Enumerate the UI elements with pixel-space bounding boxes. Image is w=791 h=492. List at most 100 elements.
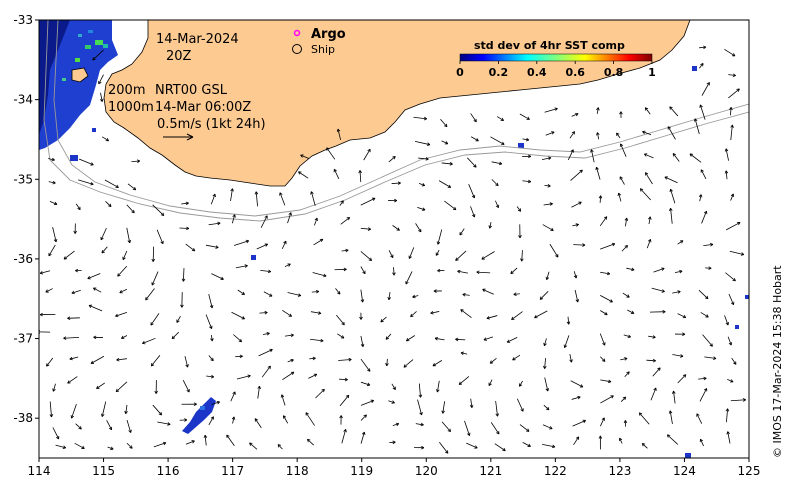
current-vector <box>724 170 729 180</box>
current-vector <box>698 194 703 202</box>
current-vector <box>519 113 530 120</box>
isobath-200m <box>53 20 749 217</box>
current-vector <box>360 266 366 275</box>
colorbar-tick-label: 0.4 <box>527 66 547 79</box>
current-vector <box>358 170 362 182</box>
current-vector <box>703 242 714 247</box>
plot-frame <box>38 19 750 459</box>
current-vector <box>314 217 318 226</box>
current-vector <box>441 421 451 433</box>
current-vector <box>664 176 678 184</box>
colorbar-tick-label: 0 <box>456 66 464 79</box>
current-vector <box>724 315 729 326</box>
current-vector <box>326 147 336 160</box>
current-vector <box>624 217 629 227</box>
current-vector <box>644 107 651 115</box>
current-vector <box>67 316 80 320</box>
current-vector <box>674 269 683 274</box>
current-vector <box>87 273 101 280</box>
current-vector <box>677 313 687 319</box>
current-vector <box>698 376 707 381</box>
current-vector <box>623 420 628 427</box>
current-vector <box>181 268 186 282</box>
current-vector <box>236 374 251 380</box>
current-vector <box>237 289 245 295</box>
current-vector <box>600 356 606 362</box>
current-vector <box>549 243 559 258</box>
current-vector <box>699 438 704 447</box>
current-vector <box>262 331 270 336</box>
current-vector <box>518 224 522 239</box>
current-vector <box>73 223 77 234</box>
current-vector <box>180 292 184 308</box>
current-vector <box>380 316 387 323</box>
current-vector <box>542 224 554 231</box>
current-vector <box>414 140 431 146</box>
current-vector <box>182 380 190 393</box>
current-vector <box>543 404 550 411</box>
current-vector <box>258 348 273 357</box>
colorbar-title: std dev of 4hr SST comp <box>474 39 625 52</box>
current-vector <box>460 309 472 318</box>
current-vector <box>208 416 214 426</box>
current-vector <box>669 188 676 204</box>
current-vector <box>627 309 635 314</box>
current-vector <box>569 353 573 363</box>
current-vector <box>600 417 605 427</box>
current-vector <box>153 441 167 448</box>
x-tick-label: 120 <box>415 464 438 478</box>
vector-time-label: 14-Mar 06:00Z <box>155 100 251 115</box>
current-vector <box>469 398 474 408</box>
current-vector <box>126 227 132 244</box>
current-vector <box>522 442 531 447</box>
current-vector <box>440 118 448 128</box>
current-vector <box>78 179 94 186</box>
current-vector <box>649 309 666 314</box>
current-vector <box>435 249 440 256</box>
current-vector <box>729 107 733 116</box>
current-vector <box>590 149 595 163</box>
current-vector <box>101 136 110 142</box>
current-vector <box>88 304 103 312</box>
current-vector <box>388 198 398 203</box>
current-vector <box>46 357 54 367</box>
current-vector <box>122 250 128 261</box>
current-vector <box>541 156 552 160</box>
current-vector <box>486 315 498 320</box>
current-vector <box>101 246 108 254</box>
current-vector <box>433 289 442 293</box>
current-vector <box>489 357 497 364</box>
y-tick-label: -34 <box>13 93 33 107</box>
current-vector <box>701 82 710 96</box>
current-vector <box>279 192 286 206</box>
current-vector <box>181 402 197 406</box>
current-vector <box>39 312 56 317</box>
colorbar-tick-label: 1 <box>648 66 656 79</box>
current-vector <box>669 207 673 224</box>
current-vector <box>205 244 219 249</box>
current-vector <box>78 158 94 166</box>
x-tick-label: 121 <box>479 464 502 478</box>
current-vector <box>305 412 315 426</box>
current-vector <box>360 431 366 444</box>
current-vector <box>254 418 262 429</box>
current-vector <box>341 429 347 444</box>
current-vector <box>667 126 676 140</box>
current-vector <box>513 292 520 296</box>
current-vector <box>616 132 621 139</box>
current-vector <box>510 267 518 275</box>
current-vector <box>363 148 371 161</box>
current-vector <box>698 289 709 300</box>
current-vector <box>392 422 400 427</box>
current-vector <box>705 266 712 270</box>
speed-scale-arrow <box>163 133 194 141</box>
current-vector <box>71 289 81 295</box>
current-vector <box>117 265 128 277</box>
current-vector <box>131 159 141 163</box>
current-vector <box>725 222 741 231</box>
current-vector <box>728 73 736 78</box>
current-vector <box>672 290 681 294</box>
current-vector <box>259 310 268 315</box>
current-vector <box>570 380 584 388</box>
current-vector <box>152 204 165 216</box>
